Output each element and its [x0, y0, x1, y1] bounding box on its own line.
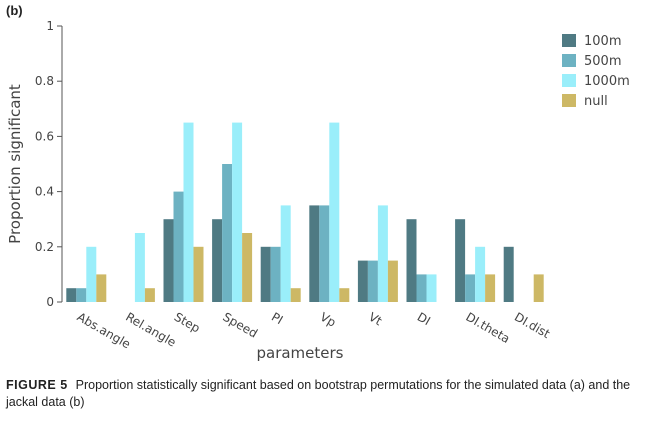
x-tick-label: Step	[172, 310, 203, 336]
legend-label: 500m	[584, 54, 621, 69]
bar	[144, 288, 155, 302]
legend-label: 100m	[584, 34, 621, 49]
bar	[86, 246, 97, 302]
legend: 100m 500m 1000m null	[562, 34, 630, 109]
y-axis-title: Proportion significant	[6, 84, 24, 244]
x-tick-label: DI.theta	[463, 310, 512, 346]
bar	[377, 205, 388, 302]
x-tick-label: Vp	[318, 310, 339, 330]
x-axis-title: parameters	[256, 344, 343, 362]
bar	[329, 122, 340, 302]
bar	[96, 274, 107, 302]
panel-label: (b)	[6, 3, 23, 18]
bar	[76, 288, 87, 302]
bar	[134, 233, 145, 302]
bar	[319, 205, 330, 302]
y-tick-label: 0.6	[35, 129, 54, 143]
y-tick-label: 1	[46, 19, 54, 33]
x-tick-label: Speed	[220, 310, 260, 341]
bar	[426, 274, 437, 302]
bar	[232, 122, 243, 302]
bar	[163, 219, 174, 302]
legend-swatch	[562, 34, 576, 47]
y-tick-label: 0.8	[35, 74, 54, 88]
x-tick-label: Abs.angle	[75, 310, 133, 352]
bar	[290, 288, 301, 302]
bar	[339, 288, 350, 302]
y-axis-ticks: 0 0.2 0.4 0.6 0.8 1	[35, 19, 62, 309]
bar	[503, 246, 514, 302]
legend-swatch	[562, 74, 576, 87]
bars	[66, 122, 544, 302]
bar	[242, 233, 253, 302]
bar	[309, 205, 320, 302]
bar	[387, 260, 398, 302]
x-tick-label: Rel.angle	[123, 310, 178, 350]
bar	[260, 246, 271, 302]
bar	[222, 164, 233, 302]
caption-label: FIGURE 5	[6, 378, 68, 392]
bar	[66, 288, 77, 302]
bar	[406, 219, 417, 302]
bar	[485, 274, 496, 302]
x-tick-label: Vt	[366, 310, 384, 329]
bar	[455, 219, 466, 302]
y-tick-label: 0	[46, 295, 54, 309]
legend-label: 1000m	[584, 74, 630, 89]
legend-swatch	[562, 94, 576, 107]
figure-caption: FIGURE 5 Proportion statistically signifi…	[6, 377, 646, 411]
x-tick-label: PI	[269, 310, 285, 328]
bar	[193, 246, 204, 302]
bar	[416, 274, 427, 302]
bar	[465, 274, 476, 302]
x-tick-label: DI.dist	[512, 310, 553, 342]
bar	[183, 122, 194, 302]
legend-swatch	[562, 54, 576, 67]
bar	[270, 246, 281, 302]
bar	[280, 205, 291, 302]
bar	[173, 191, 184, 302]
caption-text: Proportion statistically significant bas…	[6, 378, 631, 409]
x-tick-label: DI	[415, 310, 433, 329]
bar-chart: (b) 0 0.2 0.4 0.6 0.8 1 Abs.angleRel.angleSte…	[6, 3, 630, 362]
bar	[212, 219, 223, 302]
bar	[533, 274, 544, 302]
y-tick-label: 0.2	[35, 240, 54, 254]
y-tick-label: 0.4	[35, 185, 54, 199]
bar	[475, 246, 486, 302]
legend-label: null	[584, 94, 608, 109]
bar	[367, 260, 378, 302]
bar	[357, 260, 368, 302]
